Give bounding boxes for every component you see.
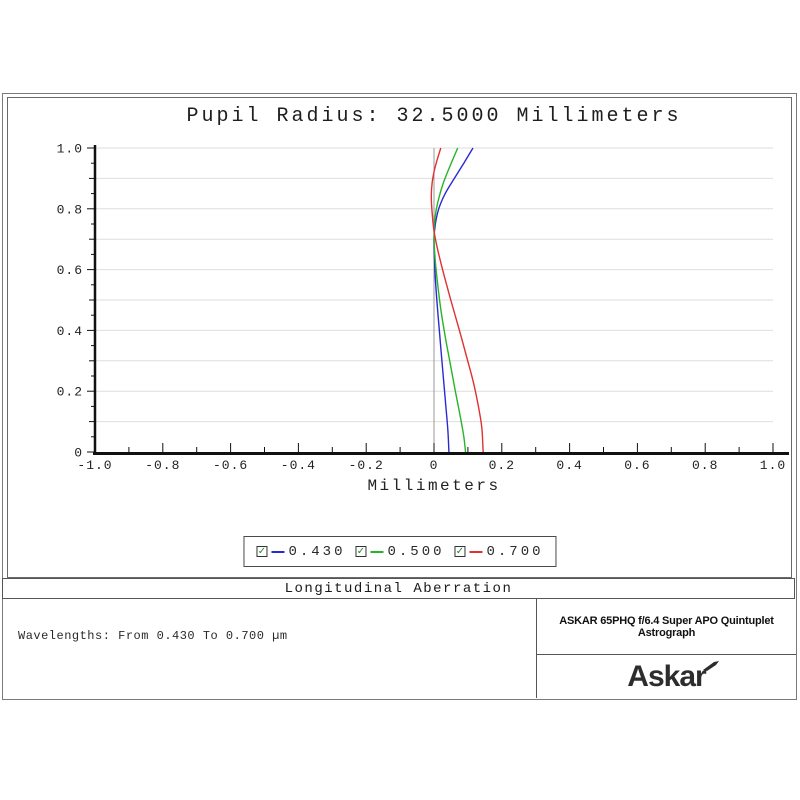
aberration-plot: -1.0 -0.8 -0.6 -0.4 -0.2 0 0.2 0.4 0.6 0.8 1.0 0 0.2… [57,142,789,473]
brand-cell: Askar [537,655,796,698]
legend-color-dash [271,550,285,553]
legend-item-0.500: ✓ 0.500 [355,544,444,560]
footer-horizontal-divider [537,654,796,655]
x-tick-label: 1.0 [760,458,786,473]
legend: ✓ 0.430 ✓ 0.500 ✓ 0.700 [243,536,557,567]
curve-0.500 [433,147,467,453]
legend-item-0.700: ✓ 0.700 [454,543,544,560]
legend-checkbox-0.430[interactable]: ✓ [256,545,268,557]
footer-vertical-divider [536,599,537,698]
curve-0.700 [430,147,484,453]
legend-item-0.430: ✓ 0.430 [256,544,345,560]
x-tick-label: 0.2 [489,458,515,473]
legend-checkbox-0.700[interactable]: ✓ [454,545,466,557]
curve-0.430 [433,147,474,453]
legend-checkbox-0.500[interactable]: ✓ [355,545,367,557]
legend-label: 0.500 [387,543,445,560]
x-tick-label: -0.8 [145,458,180,473]
y-tick-label: 0 [74,446,83,461]
x-tick-label: -0.4 [281,458,316,473]
chart-title: Pupil Radius: 32.5000 Millimeters [186,105,682,128]
y-tick-label: 0.8 [57,202,83,217]
logo-swoosh-icon [702,660,719,671]
product-title: ASKAR 65PHQ f/6.4 Super APO Quintuplet A… [559,614,774,639]
x-tick-label: 0.4 [556,458,582,473]
chart-panel [7,97,792,578]
y-tick-label: 0.6 [57,263,83,278]
section-title-bar: Longitudinal Aberration [2,578,795,599]
y-tick-label: 0.4 [57,324,83,339]
y-tick-label: 0.2 [57,385,83,400]
legend-label: 0.430 [288,543,346,560]
wavelengths-info: Wavelengths: From 0.430 To 0.700 µm [18,629,288,643]
x-axis-label: Millimeters [367,477,501,495]
x-tick-label: 0.8 [692,458,718,473]
x-tick-label: -0.6 [213,458,248,473]
legend-color-dash [469,550,483,553]
legend-label: 0.700 [486,543,544,560]
y-tick-label: 1.0 [57,142,83,157]
section-title: Longitudinal Aberration [284,580,513,597]
legend-color-dash [370,550,384,553]
askar-logo: Askar [627,659,719,693]
x-tick-label: 0 [430,458,439,473]
x-tick-label: 0.6 [624,458,650,473]
x-tick-label: -0.2 [349,458,384,473]
askar-logo-text: Askar [627,659,706,693]
x-tick-label: -1.0 [77,458,112,473]
